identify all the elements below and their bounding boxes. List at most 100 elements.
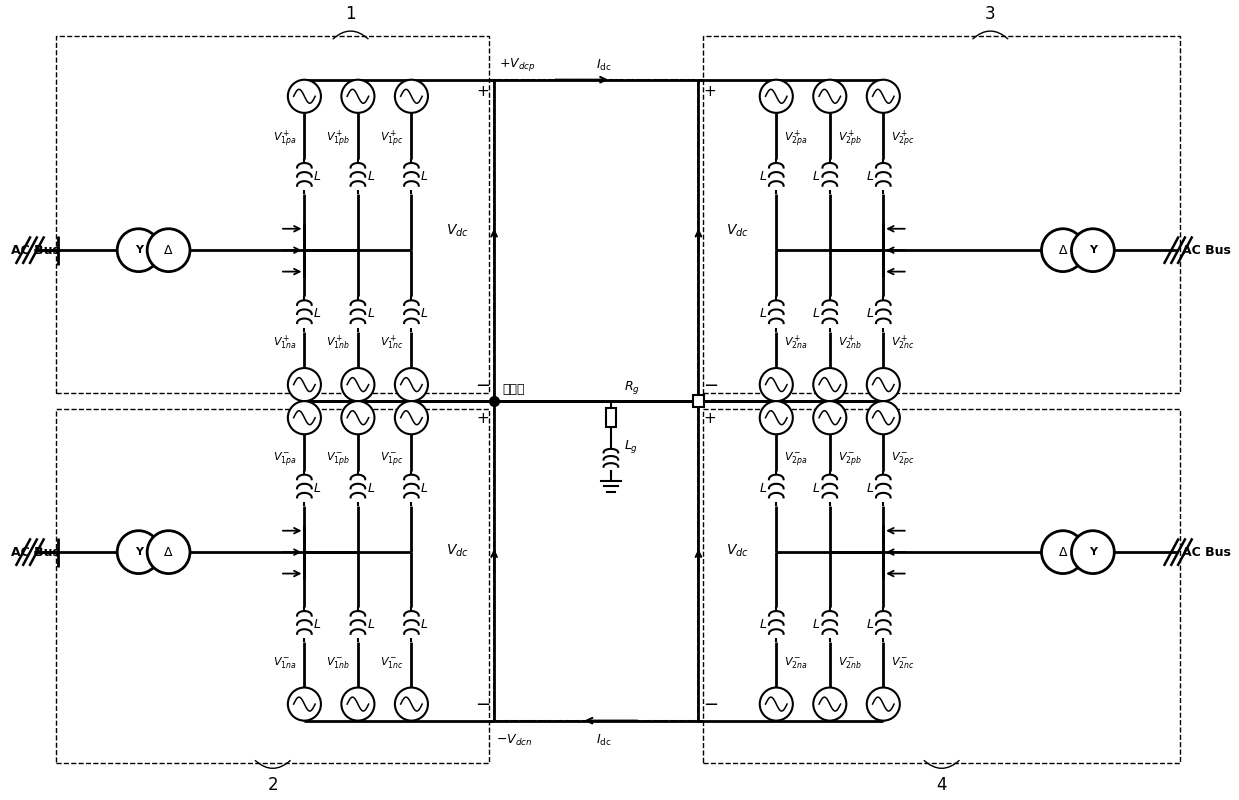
Circle shape <box>395 687 427 721</box>
Text: Y: Y <box>1089 547 1097 557</box>
Text: L: L <box>813 482 820 495</box>
Text: $V_{2pa}^-$: $V_{2pa}^-$ <box>784 450 808 468</box>
Text: L: L <box>368 170 374 183</box>
Text: $\Delta$: $\Delta$ <box>1058 546 1068 558</box>
Text: L: L <box>813 170 820 183</box>
Text: $V_{1pc}^-$: $V_{1pc}^-$ <box>380 450 404 468</box>
Circle shape <box>287 368 321 401</box>
Text: L: L <box>421 482 429 495</box>
Text: $V_{2pb}^-$: $V_{2pb}^-$ <box>838 450 861 468</box>
Text: $V_{2pc}^-$: $V_{2pc}^-$ <box>891 450 914 468</box>
Text: +: + <box>476 84 489 99</box>
Text: 4: 4 <box>937 776 947 794</box>
Circle shape <box>342 687 374 721</box>
Text: $L_g$: $L_g$ <box>623 438 638 455</box>
Text: $V_{1na}^-$: $V_{1na}^-$ <box>273 654 296 670</box>
Text: L: L <box>813 307 820 321</box>
Text: $-$: $-$ <box>475 374 489 393</box>
Text: $V_{2na}^-$: $V_{2na}^-$ <box>784 654 808 670</box>
Circle shape <box>342 368 374 401</box>
Bar <box>606 408 616 427</box>
Text: $V_{2nc}^-$: $V_{2nc}^-$ <box>891 654 914 670</box>
Text: $I_{\rm dc}$: $I_{\rm dc}$ <box>596 58 612 73</box>
Bar <box>494 80 699 721</box>
Circle shape <box>760 80 793 113</box>
Text: L: L <box>315 307 321 321</box>
Text: L: L <box>760 170 767 183</box>
Circle shape <box>867 368 900 401</box>
Text: $V_{2nc}^+$: $V_{2nc}^+$ <box>891 334 914 352</box>
Text: $V_{1pc}^+$: $V_{1pc}^+$ <box>380 128 404 149</box>
Circle shape <box>395 401 427 434</box>
Text: AC Bus: AC Bus <box>11 546 59 558</box>
Circle shape <box>867 80 900 113</box>
Circle shape <box>813 687 846 721</box>
Circle shape <box>1042 229 1084 272</box>
Bar <box>693 395 704 407</box>
Text: L: L <box>866 482 873 495</box>
Text: 中性点: 中性点 <box>502 383 524 396</box>
Text: $V_{1nb}^-$: $V_{1nb}^-$ <box>326 654 351 670</box>
Text: $V_{1pa}^-$: $V_{1pa}^-$ <box>273 450 296 468</box>
Text: Y: Y <box>135 547 142 557</box>
Text: $V_{dc}$: $V_{dc}$ <box>726 222 748 239</box>
Text: +: + <box>476 411 489 426</box>
Text: $R_g$: $R_g$ <box>623 379 639 396</box>
Circle shape <box>287 687 321 721</box>
Text: L: L <box>760 618 767 631</box>
Text: 1: 1 <box>346 6 356 23</box>
Circle shape <box>118 530 160 574</box>
Text: L: L <box>368 618 374 631</box>
Text: L: L <box>421 618 429 631</box>
Text: L: L <box>368 307 374 321</box>
Text: $V_{dc}$: $V_{dc}$ <box>726 543 748 559</box>
Circle shape <box>1072 530 1114 574</box>
Text: $V_{2nb}^+$: $V_{2nb}^+$ <box>838 334 861 352</box>
Text: $\Delta$: $\Delta$ <box>164 244 173 257</box>
Circle shape <box>342 401 374 434</box>
Bar <box>56 409 489 763</box>
Circle shape <box>813 80 846 113</box>
Text: L: L <box>813 618 820 631</box>
Text: L: L <box>866 618 873 631</box>
Circle shape <box>1042 530 1084 574</box>
Text: AC Bus: AC Bus <box>1182 244 1230 257</box>
Text: $V_{2pb}^+$: $V_{2pb}^+$ <box>838 128 861 149</box>
Circle shape <box>147 229 190 272</box>
Text: AC Bus: AC Bus <box>11 244 59 257</box>
Text: L: L <box>421 307 429 321</box>
Text: Y: Y <box>1089 245 1097 255</box>
Circle shape <box>760 687 793 721</box>
Circle shape <box>1072 229 1114 272</box>
Circle shape <box>813 401 846 434</box>
Text: $I_{\rm dc}$: $I_{\rm dc}$ <box>596 734 612 749</box>
Circle shape <box>147 530 190 574</box>
Text: $\Delta$: $\Delta$ <box>1058 244 1068 257</box>
Bar <box>704 409 1180 763</box>
Text: $V_{1nc}^+$: $V_{1nc}^+$ <box>380 334 404 352</box>
Text: $V_{1nc}^-$: $V_{1nc}^-$ <box>380 654 404 670</box>
Bar <box>704 36 1180 394</box>
Circle shape <box>813 368 846 401</box>
Text: L: L <box>315 170 321 183</box>
Text: $V_{2pa}^+$: $V_{2pa}^+$ <box>784 128 808 149</box>
Text: 2: 2 <box>268 776 278 794</box>
Text: L: L <box>760 307 767 321</box>
Circle shape <box>287 80 321 113</box>
Text: L: L <box>866 307 873 321</box>
Circle shape <box>760 401 793 434</box>
Circle shape <box>395 80 427 113</box>
Text: $-$: $-$ <box>703 694 717 712</box>
Text: $+V_{dcp}$: $+V_{dcp}$ <box>499 56 535 73</box>
Circle shape <box>867 401 900 434</box>
Circle shape <box>867 687 900 721</box>
Circle shape <box>760 368 793 401</box>
Text: $V_{1pa}^+$: $V_{1pa}^+$ <box>273 128 296 149</box>
Text: $V_{1pb}^-$: $V_{1pb}^-$ <box>326 450 351 468</box>
Text: $V_{2na}^+$: $V_{2na}^+$ <box>784 334 808 352</box>
Text: +: + <box>704 411 716 426</box>
Circle shape <box>287 401 321 434</box>
Text: L: L <box>368 482 374 495</box>
Text: AC Bus: AC Bus <box>1182 546 1230 558</box>
Text: $V_{dc}$: $V_{dc}$ <box>446 222 468 239</box>
